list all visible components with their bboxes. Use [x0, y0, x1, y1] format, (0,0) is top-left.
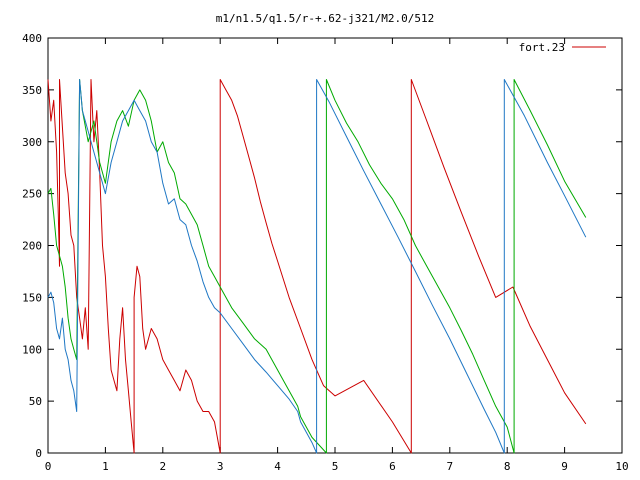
x-tick-label: 1	[102, 460, 109, 473]
y-tick-label: 350	[22, 84, 42, 97]
series-line-1	[47, 79, 587, 454]
x-tick-label: 6	[389, 460, 396, 473]
legend-label: fort.23	[519, 41, 565, 54]
series-line-3	[47, 79, 587, 454]
y-tick-label: 0	[35, 447, 42, 460]
y-tick-label: 50	[29, 395, 42, 408]
x-tick-label: 3	[217, 460, 224, 473]
x-axis-ticks: 0 1 2 3 4 5 6 7 8 9 10	[45, 38, 629, 473]
x-tick-label: 0	[45, 460, 52, 473]
y-tick-label: 300	[22, 136, 42, 149]
chart-title: m1/n1.5/q1.5/r-+.62-j321/M2.0/512	[216, 12, 435, 25]
x-tick-label: 4	[274, 460, 281, 473]
y-tick-label: 400	[22, 32, 42, 45]
x-tick-label: 10	[615, 460, 628, 473]
y-axis-ticks: 0 50 100 150 200 250 300 350 400	[22, 32, 622, 460]
x-tick-label: 5	[332, 460, 339, 473]
series-group	[47, 79, 587, 454]
x-tick-label: 2	[159, 460, 166, 473]
legend: fort.23	[519, 41, 606, 54]
y-tick-label: 150	[22, 291, 42, 304]
x-tick-label: 8	[504, 460, 511, 473]
x-tick-label: 9	[561, 460, 568, 473]
x-tick-label: 7	[446, 460, 453, 473]
y-tick-label: 100	[22, 343, 42, 356]
y-tick-label: 200	[22, 240, 42, 253]
y-tick-label: 250	[22, 188, 42, 201]
